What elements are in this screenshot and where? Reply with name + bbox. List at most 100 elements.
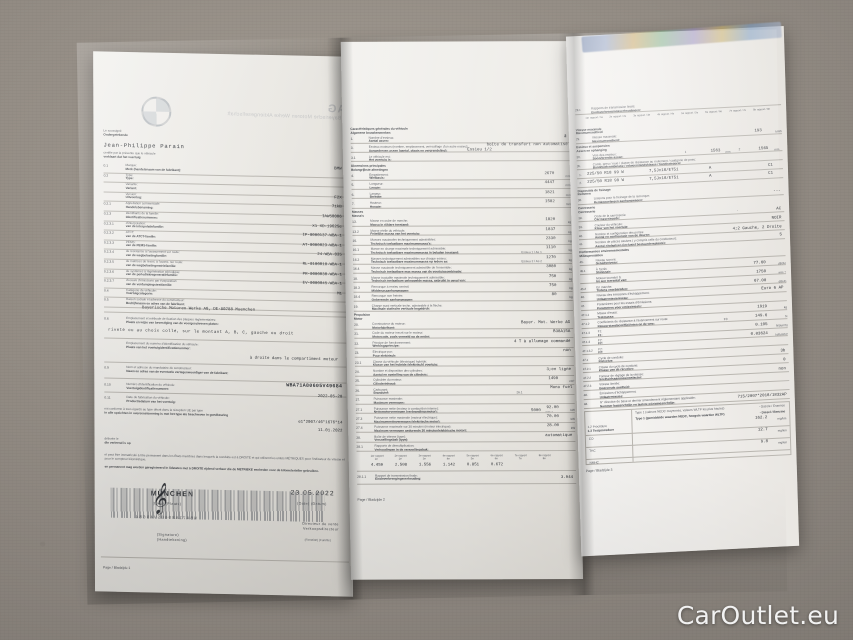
general-row-0-value2: 4 <box>564 135 567 140</box>
body-row-3-number: 41. <box>579 242 584 247</box>
engine-row-10-value: 70.00 <box>546 415 559 420</box>
mass-row-8-number: 18.4 <box>353 295 361 300</box>
mass-row-6-number: 18. <box>353 276 358 281</box>
mass-row-3-nl: Technisch toelaatbare maximummassa in be… <box>353 250 572 255</box>
mass-row-8-unit: kg <box>569 295 573 300</box>
gear-header-3: 4e rapport / 4e <box>657 112 675 117</box>
document-page-3: 28.1 Rapports de transmission finale: Eind… <box>565 25 800 557</box>
engine-row-12-nl: Versnellingsbak (type): <box>356 438 575 442</box>
mass-row-3-rule <box>352 253 572 256</box>
general-row-0-nl: Aantal assen: 4 <box>351 135 570 143</box>
dimension-row-2-rule <box>351 197 571 200</box>
gear-header-nl-2: 3e <box>422 457 426 461</box>
engine-row-1: 21. Code du moteur inscrit sur le moteur:… <box>354 330 573 336</box>
engine-row-13-number: 28.1 <box>356 444 363 449</box>
document-page-2: Caractéristiques générales du véhicule Al… <box>340 41 584 580</box>
dimension-row-0-rule <box>351 178 571 181</box>
mass-row-6-unit: kg <box>569 276 573 281</box>
gear-header-6: 7e rapport / 7e <box>729 108 747 113</box>
env-row-11-number: 47.1 <box>582 357 589 362</box>
field-value: BMW <box>334 167 342 172</box>
field-number: 0.2.3.3 <box>103 240 114 245</box>
dimension-row-3-value: 1582 <box>544 200 555 205</box>
engine-row-7-nl: Brandstof: 26.1 <box>355 391 574 396</box>
engine-row-0-value: Bayer. Mot. Werke AG <box>520 321 571 326</box>
tyre-index-0: 1. <box>578 172 582 177</box>
mass-row-7: 18.3 Remorque à essieu central: 750 kg <box>353 284 572 290</box>
engine-row-7-number: 26. <box>355 388 361 393</box>
field-row-nl: Voertuigcategorie: <box>104 291 346 297</box>
engine-row-11-unit: kW <box>570 426 576 431</box>
final-drive-value: 3.944 <box>560 475 574 480</box>
field-row-nl: Variant: <box>104 186 346 191</box>
general-row-1: 3. Essieux moteurs (nombre, emplacement, … <box>351 143 570 150</box>
dimension-row-3-rule <box>351 206 571 209</box>
engine-row-7-value-right: Mono fuel <box>550 385 573 390</box>
engine-row-3-number: 23. <box>354 350 360 355</box>
emission-unit-2: mg/km <box>778 440 788 445</box>
final-drive-number: 28.1.1 <box>357 474 367 479</box>
mass-row-8-value: 80 <box>551 293 557 298</box>
engine-row-6-number: 25. <box>355 379 360 384</box>
mass-row-2-rule <box>352 243 572 246</box>
dimension-row-0: 4. Empattement: 2670 mm <box>351 172 570 178</box>
section-dimensions-nl: Belangrijkste afmetingen <box>351 167 388 172</box>
mass-row-7-value: 750 <box>549 284 557 289</box>
general-row-1-rule <box>350 151 570 153</box>
dimension-row-1: 5. Longueur: 4447 mm <box>351 181 570 187</box>
engine-row-12-number: 28. <box>356 435 361 440</box>
gear-ratio-row: 4.459 2.508 1.556 1.142 0.851 0.672 <box>357 463 576 468</box>
emission-table: 1.2 Procédure 1.3 Testprocedure Type 1 (va… <box>584 401 792 466</box>
axle-row-1-number: 35. <box>576 163 581 168</box>
engine-row-12-rule <box>356 440 576 443</box>
field-value: RL-0100018-WBA-1 <box>302 262 342 268</box>
engine-row-3-nl: Puur elektrisch: <box>355 353 574 357</box>
mass-row-4-value: 1270 <box>546 255 556 260</box>
env-row-5-number: 47. <box>580 304 586 309</box>
mass-row-3-value: 1110 <box>545 246 556 251</box>
engine-row-13-rule <box>356 450 576 452</box>
gear-header-nl-7: 8e <box>542 456 546 460</box>
gear-header-nl-1: 2e <box>398 457 402 461</box>
dimension-row-0-nl: Wielbasis: <box>351 176 570 180</box>
page-2-content: Caractéristiques générales du véhicule Al… <box>341 41 583 580</box>
dimension-row-3: 7. Hauteur: 1582 mm <box>352 200 571 206</box>
engine-row-3-value: non <box>563 349 571 354</box>
env-row-0-number: 45. <box>579 259 584 264</box>
field-row-nl: Handelsbenaming: <box>104 205 346 211</box>
delivered-label-nl: die verleend is op <box>104 440 131 445</box>
env-row-14-number: 47.2.3 <box>583 384 592 389</box>
engine-row-6-nl: Cilinderinhoud: <box>355 382 574 386</box>
engine-row-7-rule <box>355 393 575 396</box>
engine-row-9-value: 92.00 <box>546 405 559 410</box>
plate-location-value: riveté ou au choix collé, sur le montant… <box>108 328 294 337</box>
mass-row-9-rule <box>353 309 573 312</box>
field-rows: 0.1 Marque: BMW Merk (handelsnaam van de fa… <box>93 51 351 313</box>
engine-row-0-rule <box>354 327 574 330</box>
mass-row-3-number: 16.1 <box>352 248 360 253</box>
chassis-row-0-nl: Het voertuig is: <box>351 158 570 162</box>
field-number: 0.2.3.5 <box>103 259 114 264</box>
engine-row-3-rule <box>354 356 574 358</box>
plate-row-label-nl: Plaats en wijze van bevestiging van de v… <box>126 319 219 326</box>
conformity-label-nl: in alle opzichten in overeenstemming is … <box>104 410 229 417</box>
field-value: X1 XD-19625e <box>312 224 342 230</box>
section-masses-nl: Massa's <box>352 213 365 218</box>
engine-row-4-nl: Klasse van het hybride (elektrisch) voer… <box>355 363 574 367</box>
field-number: 0.2.3.7 <box>103 278 115 283</box>
gear-ratio-2: 1.556 <box>418 463 432 468</box>
env-row-9-number: 47.1.3 <box>581 339 591 345</box>
engine-row-2-rule <box>354 346 574 349</box>
footer-page-3: Page / Bladzijde 3 <box>585 467 613 474</box>
engine-row-11-nl: Maximum vermogen gedurende 30 minuten(el… <box>356 428 575 432</box>
agent-row-label-nl: Naam en adres van de eventuele vertegenw… <box>126 368 229 375</box>
registration-note-fr: et peut être immatriculé à titre permane… <box>104 452 345 462</box>
mass-row-4: 16.2 Masses techniquement admissibles sur… <box>353 255 572 262</box>
engine-row-4-rule <box>354 365 574 368</box>
field-label-nl: Variant: <box>125 185 137 191</box>
gear-header-2: 3e rapport / 3e <box>633 113 651 118</box>
dimension-row-3-nl: Hoogte: <box>352 204 571 208</box>
field-value: M1 <box>337 292 343 297</box>
chassis-row-0-rule <box>350 160 571 163</box>
engine-row-5-nl: Aantal en opstelling van de cilinders: <box>355 372 574 376</box>
